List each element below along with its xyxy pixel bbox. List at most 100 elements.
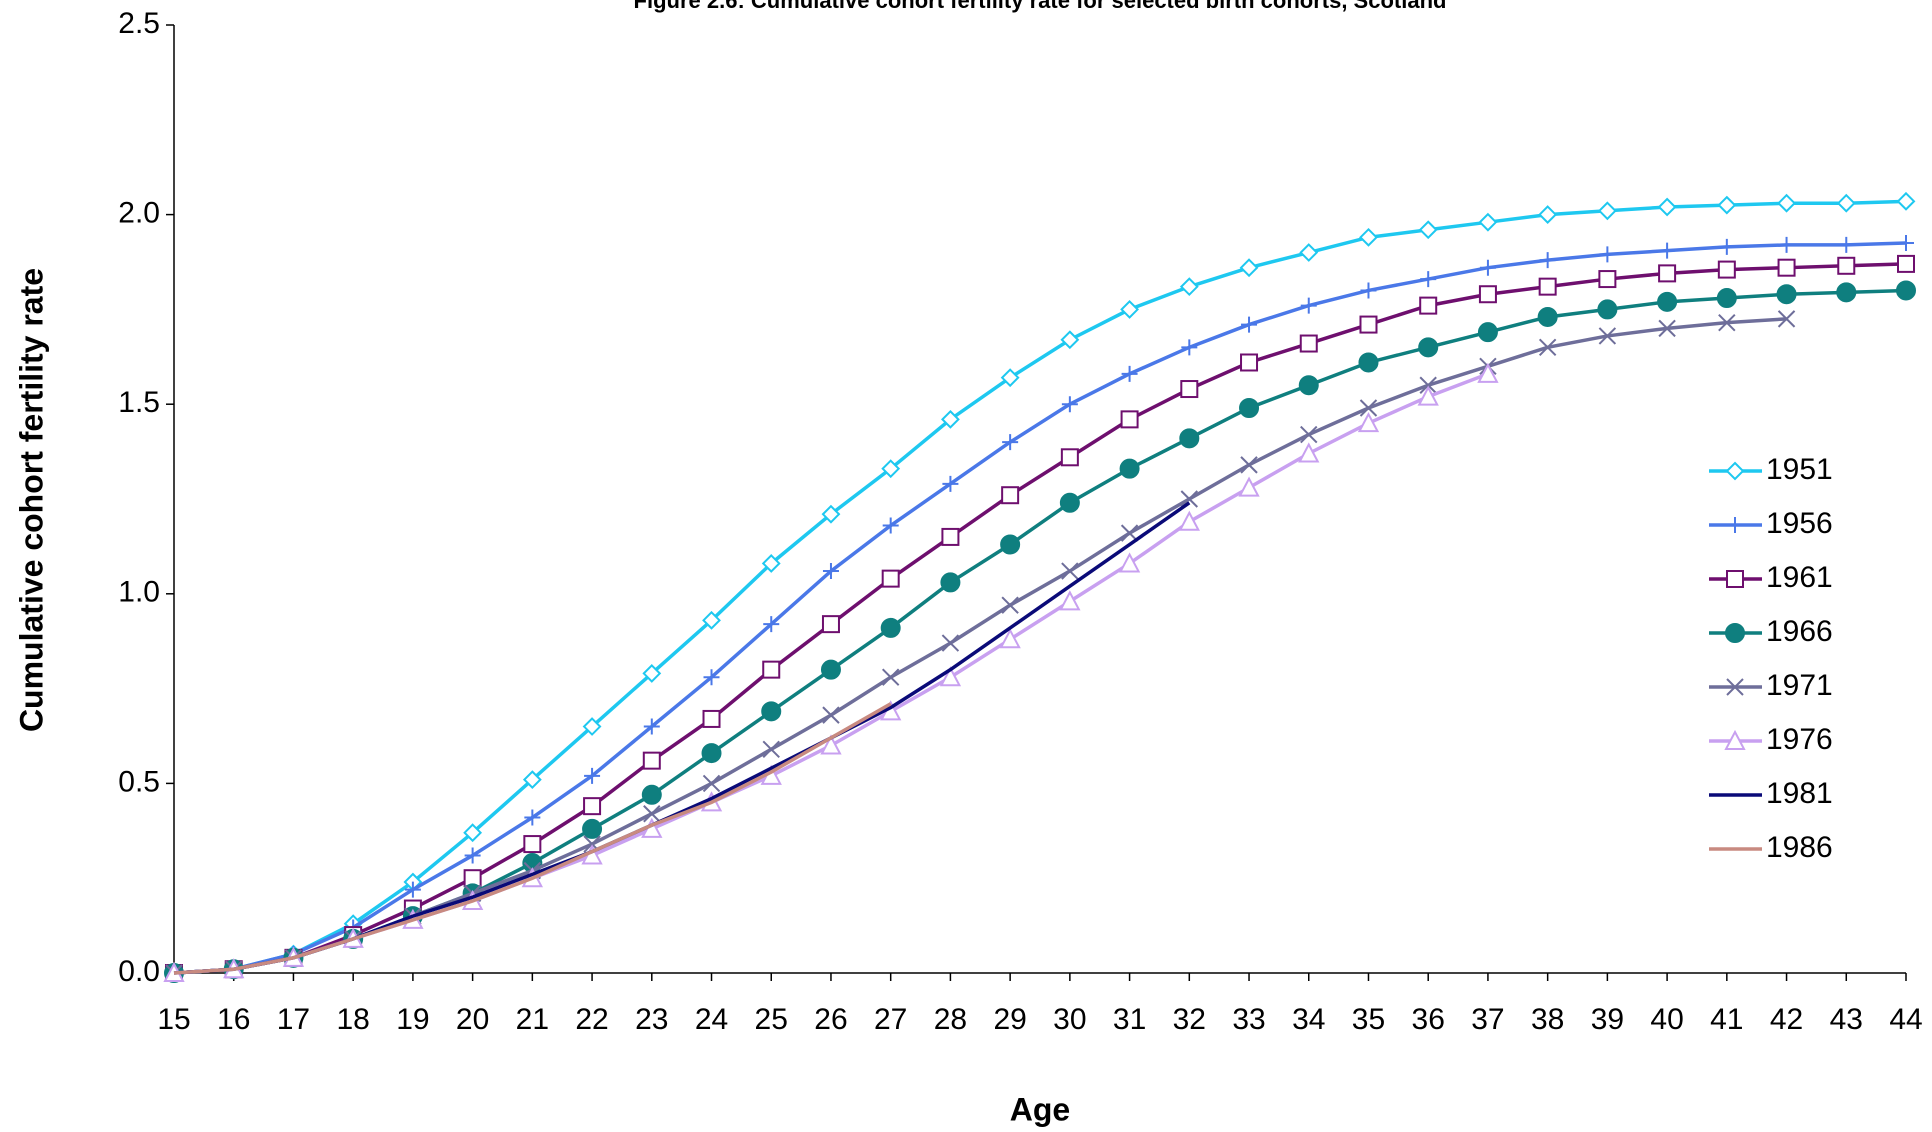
marker <box>1179 277 1199 297</box>
marker <box>942 475 959 492</box>
marker <box>762 740 780 758</box>
marker <box>1725 623 1745 643</box>
marker <box>1538 277 1557 296</box>
marker <box>404 881 421 898</box>
x-tick-label: 34 <box>1292 1003 1325 1036</box>
marker <box>1718 313 1736 332</box>
marker <box>1060 448 1079 467</box>
x-tick-label: 24 <box>695 1003 728 1036</box>
marker <box>1598 270 1617 289</box>
marker <box>1898 235 1914 252</box>
marker <box>761 554 781 573</box>
legend-label: 1981 <box>1766 777 1833 810</box>
x-tick-label: 25 <box>755 1003 788 1036</box>
marker <box>1299 243 1319 262</box>
marker <box>940 572 961 593</box>
marker <box>1418 337 1439 358</box>
marker <box>1419 296 1438 315</box>
marker <box>1837 256 1856 275</box>
marker <box>703 669 720 686</box>
marker <box>1477 322 1498 343</box>
x-tick-label: 23 <box>635 1003 668 1036</box>
x-tick-label: 41 <box>1710 1003 1743 1036</box>
marker <box>1120 410 1139 429</box>
marker <box>1300 297 1317 314</box>
marker <box>1238 476 1260 497</box>
marker <box>1299 334 1318 353</box>
marker <box>1000 368 1020 388</box>
marker <box>820 659 841 680</box>
marker <box>1838 236 1855 253</box>
marker <box>1477 362 1499 383</box>
marker <box>1059 590 1081 611</box>
y-tick-label: 0.5 <box>118 765 160 798</box>
marker <box>1300 425 1318 444</box>
marker <box>1658 264 1677 283</box>
marker <box>1598 327 1617 345</box>
marker <box>702 709 721 728</box>
marker <box>763 616 780 633</box>
marker <box>1239 397 1260 418</box>
marker <box>1776 284 1797 305</box>
marker <box>1360 282 1377 299</box>
series-line <box>173 241 1907 975</box>
marker <box>1001 486 1020 505</box>
x-tick-label: 32 <box>1173 1003 1206 1036</box>
marker <box>1777 310 1796 328</box>
marker <box>1725 461 1745 481</box>
legend-label: 1976 <box>1766 723 1833 756</box>
series-line <box>173 702 892 975</box>
marker <box>702 610 721 630</box>
marker <box>1420 271 1437 288</box>
marker <box>820 734 842 755</box>
marker <box>939 666 962 687</box>
marker <box>1539 252 1556 269</box>
x-tick-label: 21 <box>516 1003 549 1036</box>
legend-label: 1961 <box>1766 561 1833 594</box>
y-axis-label: Cumulative cohort fertility rate <box>13 268 49 732</box>
marker <box>1298 442 1320 463</box>
marker <box>1538 338 1557 357</box>
marker <box>1419 376 1437 394</box>
x-tick-label: 20 <box>456 1003 489 1036</box>
marker <box>1897 254 1915 273</box>
marker <box>821 615 840 634</box>
legend-label: 1956 <box>1766 507 1833 540</box>
marker <box>1240 353 1259 372</box>
marker <box>1359 227 1378 247</box>
marker <box>941 634 960 652</box>
x-tick-label: 43 <box>1830 1003 1863 1036</box>
marker <box>1358 352 1379 373</box>
y-tick-label: 2.0 <box>118 197 160 230</box>
x-tick-label: 30 <box>1053 1003 1086 1036</box>
marker <box>1778 236 1795 253</box>
marker <box>1178 510 1200 531</box>
marker <box>1597 201 1617 221</box>
chart-title: Figure 2.6: Cumulative cohort fertility … <box>634 0 1447 13</box>
marker <box>822 706 840 724</box>
marker <box>1657 197 1677 217</box>
marker <box>1717 195 1737 215</box>
marker <box>1659 242 1676 259</box>
y-tick-label: 1.5 <box>118 386 160 419</box>
marker <box>1478 212 1498 232</box>
marker <box>1118 552 1141 573</box>
x-tick-label: 37 <box>1471 1003 1504 1036</box>
marker <box>1180 380 1199 399</box>
marker <box>1777 193 1796 213</box>
marker <box>1538 205 1558 225</box>
marker <box>1060 330 1080 350</box>
x-tick-label: 42 <box>1770 1003 1803 1036</box>
y-tick-label: 1.0 <box>118 576 160 609</box>
legend-label: 1971 <box>1766 669 1833 702</box>
marker <box>1726 678 1744 696</box>
marker <box>1359 315 1378 334</box>
marker <box>702 774 721 793</box>
marker <box>762 660 781 679</box>
marker <box>822 563 839 580</box>
series-line <box>173 288 1907 975</box>
marker <box>641 784 662 805</box>
marker <box>1726 570 1744 588</box>
marker <box>941 527 960 546</box>
marker <box>761 701 782 722</box>
